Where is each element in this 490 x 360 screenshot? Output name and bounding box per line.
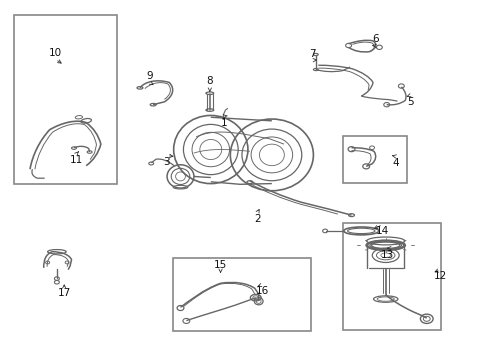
Text: 1: 1 (221, 118, 228, 128)
Text: 6: 6 (372, 35, 379, 44)
Text: 11: 11 (70, 155, 83, 165)
Text: 7: 7 (309, 49, 316, 59)
Text: 16: 16 (255, 286, 269, 296)
Bar (343, 223, 441, 330)
Text: 2: 2 (254, 215, 261, 224)
Bar (14, 15, 117, 184)
Bar (172, 258, 311, 330)
Text: 13: 13 (381, 249, 394, 260)
Text: 5: 5 (407, 97, 414, 107)
Text: 17: 17 (58, 288, 71, 298)
Text: 3: 3 (164, 157, 170, 167)
Text: 4: 4 (392, 158, 399, 168)
Text: 10: 10 (49, 48, 62, 58)
Text: 8: 8 (206, 76, 213, 86)
Bar (343, 136, 407, 183)
Text: 12: 12 (434, 271, 447, 281)
Text: 14: 14 (376, 226, 390, 236)
Text: 9: 9 (147, 71, 153, 81)
Text: 15: 15 (214, 260, 227, 270)
